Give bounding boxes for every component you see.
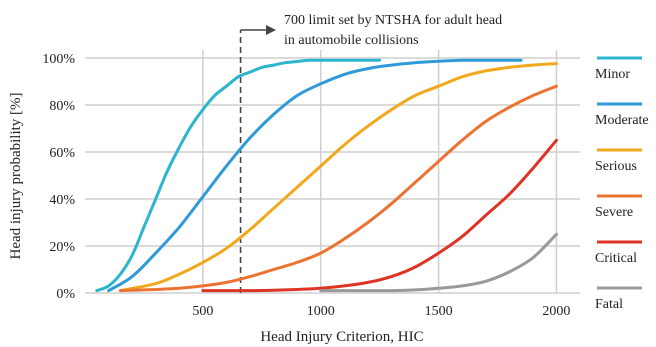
x-tick-label: 1000 <box>307 304 335 319</box>
y-tick-label: 20% <box>49 240 75 255</box>
y-tick-label: 40% <box>49 193 75 208</box>
x-axis-title: Head Injury Criterion, HIC <box>260 329 423 345</box>
grid <box>85 50 580 294</box>
annotation-arrowhead <box>266 25 276 35</box>
annotation-text-line2: in automobile collisions <box>284 33 419 48</box>
x-tick-label: 1500 <box>425 304 453 319</box>
legend-label-fatal: Fatal <box>595 297 623 312</box>
series-line-moderate <box>107 58 523 293</box>
legend: Minor Moderate Serious Severe Critical Fatal <box>595 56 649 312</box>
series-line-severe <box>118 84 558 293</box>
x-tick-label: 2000 <box>542 304 570 319</box>
series-line-fatal <box>319 232 558 293</box>
series-layer <box>95 58 558 293</box>
y-tick-label: 0% <box>56 287 75 302</box>
legend-label-minor: Minor <box>595 67 630 82</box>
y-tick-label: 80% <box>49 99 75 114</box>
x-tick-label: 500 <box>192 304 213 319</box>
y-tick-label: 60% <box>49 146 75 161</box>
axes: 0% 20% 40% 60% 80% 100% 500 1000 1500 2000 <box>42 52 570 319</box>
annotation-layer <box>239 25 276 293</box>
legend-label-severe: Severe <box>595 205 633 220</box>
annotation-text-line1: 700 limit set by NTSHA for adult head <box>284 13 502 28</box>
legend-label-serious: Serious <box>595 159 637 174</box>
legend-label-moderate: Moderate <box>595 113 649 128</box>
series-line-minor <box>95 58 382 293</box>
y-axis-title: Head injury probability [%] <box>8 92 24 259</box>
series-line-critical <box>201 138 558 293</box>
legend-label-critical: Critical <box>595 251 637 266</box>
series-line-serious <box>118 62 558 293</box>
y-tick-label: 100% <box>42 52 75 67</box>
